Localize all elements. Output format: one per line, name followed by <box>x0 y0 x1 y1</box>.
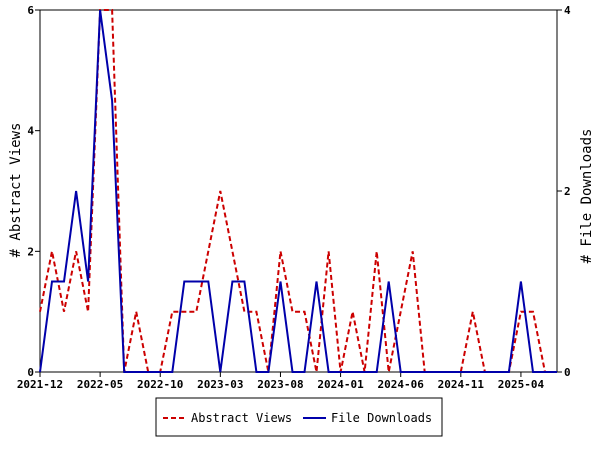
y-axis-left-title: # Abstract Views <box>8 123 24 258</box>
plot-frame <box>39 9 558 373</box>
legend-label-file-downloads: File Downloads <box>331 411 432 425</box>
y-right-tick-label: 0 <box>564 366 571 379</box>
y-left-tick-label: 2 <box>27 245 34 258</box>
y-left-tick-label: 0 <box>27 366 34 379</box>
series-line-abstract-views <box>39 9 557 373</box>
x-tick-label: 2023-03 <box>197 378 243 391</box>
series-line-file-downloads <box>39 9 557 373</box>
x-tick-label: 2022-05 <box>77 378 123 391</box>
x-tick-label: 2024-11 <box>438 378 485 391</box>
x-tick-label: 2022-10 <box>137 378 183 391</box>
x-tick-label: 2024-01 <box>317 378 364 391</box>
y-left-tick-label: 6 <box>27 4 34 17</box>
x-tick-label: 2021-12 <box>17 378 63 391</box>
y-left-tick-label: 4 <box>27 125 34 138</box>
y-right-tick-label: 2 <box>564 185 571 198</box>
plot-area: 0 2 4 6 0 2 4 2021-12 2022-05 2022-10 2023-03 2023-… <box>17 4 571 391</box>
x-tick-label: 2023-08 <box>257 378 303 391</box>
x-tick-label: 2025-04 <box>498 378 545 391</box>
y-right-tick-label: 4 <box>564 4 571 17</box>
legend: Abstract Views File Downloads <box>155 397 443 437</box>
x-tick-label: 2024-06 <box>378 378 425 391</box>
legend-label-abstract-views: Abstract Views <box>191 411 292 425</box>
y-axis-right-title: # File Downloads <box>579 129 595 264</box>
legend-box <box>155 397 443 437</box>
